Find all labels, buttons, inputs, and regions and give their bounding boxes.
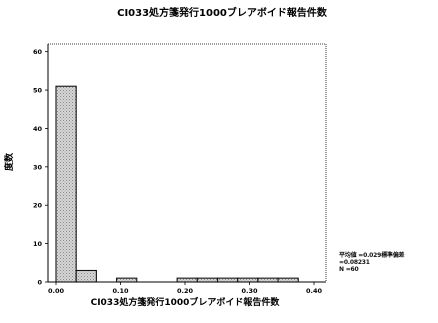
- y-axis-title: 度数: [3, 152, 15, 171]
- y-tick-label-5: 50: [33, 87, 43, 95]
- summary-stats: 平均値 =0.029標準偏差 =0.08231 N =60: [339, 252, 404, 273]
- y-tick-label-0: 0: [37, 279, 42, 287]
- y-tick-label-2: 20: [33, 202, 43, 210]
- x-tick-label-3: 0.30: [241, 287, 258, 295]
- stats-mean: 平均値 =0.029標準偏差: [339, 252, 405, 259]
- x-tick-label-0: 0.00: [48, 287, 65, 295]
- stats-n: N =60: [339, 266, 359, 273]
- y-tick-label-6: 60: [33, 48, 43, 56]
- histogram-bar-3: [176, 277, 198, 283]
- x-tick-label-2: 0.20: [177, 287, 194, 295]
- histogram-bar-8: [277, 277, 299, 283]
- y-tick-label-1: 10: [33, 240, 43, 248]
- chart-title: CI033処方箋発行1000ブレアボイド報告件数: [117, 6, 328, 19]
- histogram-bar-6: [237, 277, 259, 283]
- y-tick-label-3: 30: [33, 163, 43, 171]
- x-tick-label-4: 0.40: [306, 287, 323, 295]
- histogram-bar-7: [257, 277, 279, 283]
- y-tick-label-4: 40: [33, 125, 43, 133]
- x-axis-title: CI033処方箋発行1000ブレアボイド報告件数: [91, 296, 281, 308]
- histogram-bar-5: [216, 277, 239, 283]
- plot-frame: [47, 43, 327, 283]
- histogram-bar-4: [196, 277, 219, 283]
- histogram-bar-1: [75, 269, 97, 283]
- x-tick-label-1: 0.10: [112, 287, 129, 295]
- stats-sd: =0.08231: [339, 259, 370, 266]
- histogram-bar-0: [55, 85, 77, 283]
- histogram-bar-2: [116, 277, 138, 283]
